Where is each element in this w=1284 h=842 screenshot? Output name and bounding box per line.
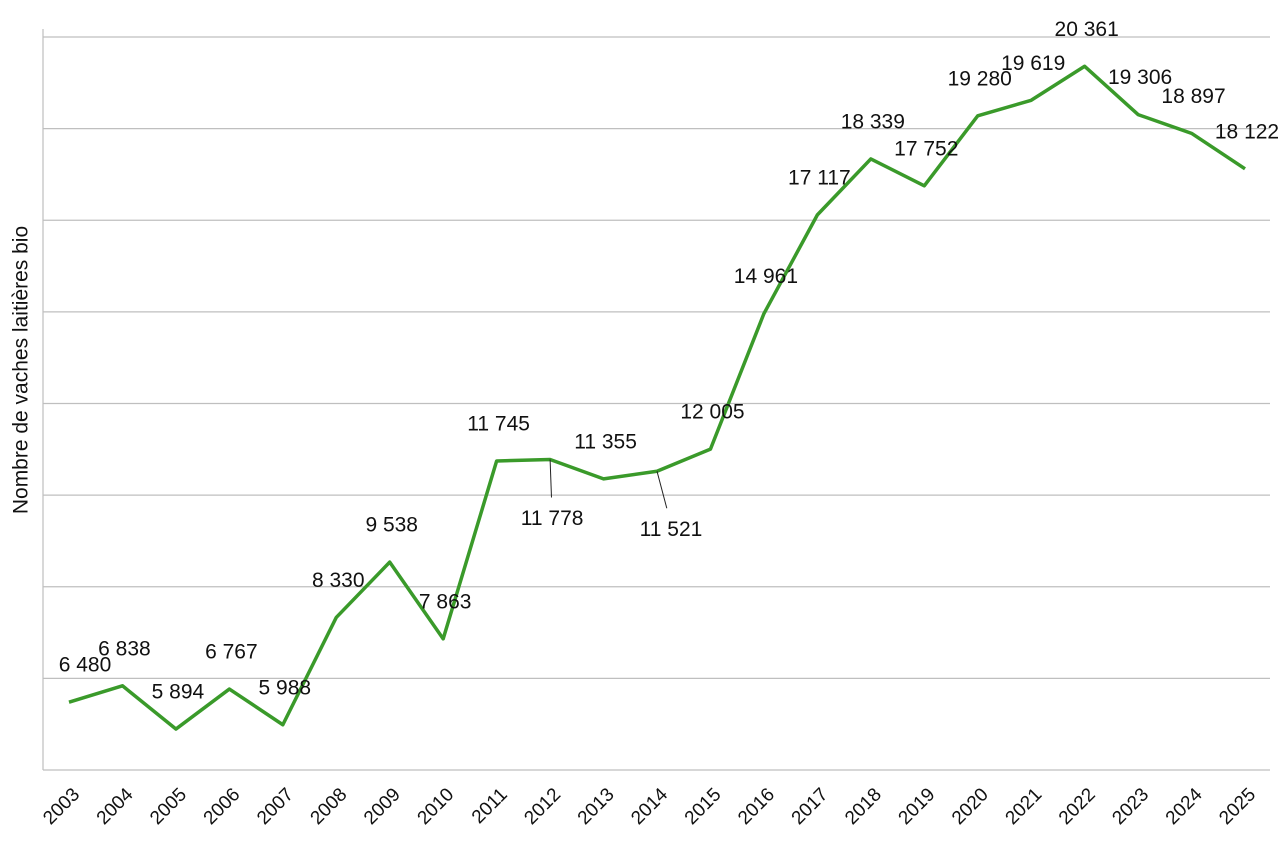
data-label: 18 897 bbox=[1161, 85, 1225, 108]
x-tick-label: 2012 bbox=[520, 784, 565, 829]
x-tick-label: 2011 bbox=[468, 784, 512, 828]
data-label: 9 538 bbox=[365, 514, 418, 537]
data-label: 6 838 bbox=[98, 637, 151, 660]
x-tick-label: 2019 bbox=[895, 784, 940, 829]
data-label: 7 863 bbox=[419, 590, 472, 613]
x-tick-label: 2025 bbox=[1215, 784, 1260, 829]
data-label: 11 355 bbox=[574, 430, 637, 453]
leader-line bbox=[656, 471, 668, 509]
x-tick-label: 2009 bbox=[360, 784, 405, 829]
y-axis-label: Nombre de vaches laitières bio bbox=[10, 226, 33, 514]
x-tick-label: 2014 bbox=[627, 784, 672, 829]
line bbox=[68, 64, 1246, 731]
data-label: 12 005 bbox=[680, 401, 744, 424]
x-tick-label: 2022 bbox=[1055, 784, 1100, 829]
data-label: 6 480 bbox=[59, 654, 112, 677]
data-label: 14 961 bbox=[734, 265, 798, 288]
x-tick-label: 2010 bbox=[414, 784, 459, 829]
x-tick-label: 2018 bbox=[841, 784, 886, 829]
x-tick-label: 2024 bbox=[1162, 784, 1207, 829]
data-label: 11 778 bbox=[521, 507, 584, 530]
data-label: 6 767 bbox=[205, 641, 258, 664]
x-tick-label: 2021 bbox=[1002, 784, 1047, 829]
x-tick-label: 2007 bbox=[253, 784, 298, 829]
data-label: 11 745 bbox=[467, 413, 530, 436]
data-label: 19 280 bbox=[948, 67, 1012, 90]
data-label: 5 894 bbox=[152, 681, 205, 704]
x-tick-label: 2005 bbox=[146, 784, 191, 829]
data-label: 8 330 bbox=[312, 569, 365, 592]
x-tick-label: 2013 bbox=[574, 784, 619, 829]
x-tick-label: 2017 bbox=[788, 784, 833, 829]
x-tick-label: 2008 bbox=[307, 784, 352, 829]
x-tick-label: 2023 bbox=[1108, 784, 1153, 829]
data-label: 17 117 bbox=[788, 166, 851, 189]
x-tick-label: 2003 bbox=[39, 784, 84, 829]
data-label: 18 122 bbox=[1215, 120, 1279, 143]
x-tick-label: 2006 bbox=[200, 784, 245, 829]
data-label: 5 988 bbox=[259, 676, 312, 699]
data-label: 20 361 bbox=[1055, 18, 1119, 41]
data-label: 19 306 bbox=[1108, 66, 1172, 89]
x-tick-label: 2016 bbox=[734, 784, 779, 829]
x-tick-label: 2015 bbox=[681, 784, 726, 829]
data-label: 17 752 bbox=[894, 137, 958, 160]
x-tick-label: 2004 bbox=[93, 784, 138, 829]
data-label: 11 521 bbox=[640, 518, 703, 541]
data-label: 18 339 bbox=[841, 110, 905, 133]
data-label: 19 619 bbox=[1001, 52, 1065, 75]
x-tick-label: 2020 bbox=[948, 784, 993, 829]
leader-line bbox=[549, 459, 552, 498]
